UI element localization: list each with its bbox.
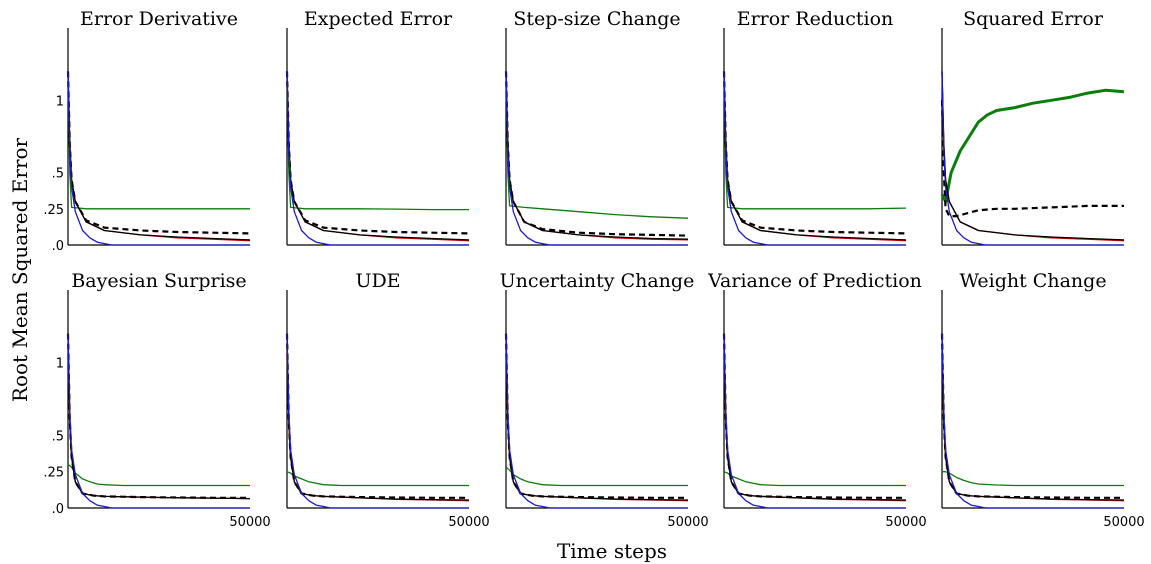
series-line-green: [67, 463, 250, 487]
series-line-red: [723, 71, 907, 242]
series-line-green: [940, 88, 1125, 204]
y-tick-label: .25: [43, 203, 64, 218]
x-tick-label: 50000: [885, 515, 926, 530]
series-line-black: [723, 333, 907, 501]
series-line-blue: [67, 71, 250, 246]
series-line-blue: [67, 333, 250, 509]
series-line-red: [286, 71, 470, 242]
series-line-black-dashed: [722, 333, 906, 499]
panel-title: Error Reduction: [737, 8, 894, 30]
series-line-black: [505, 333, 689, 501]
panel-title: Bayesian Surprise: [71, 270, 246, 292]
y-tick-label: .0: [52, 239, 64, 254]
series-line-red: [723, 333, 907, 502]
series-line-blue: [505, 333, 688, 509]
series-line-green: [505, 466, 688, 487]
series-line-blue: [723, 333, 906, 509]
x-axis-title: Time steps: [557, 539, 667, 563]
series-line-black-dashed: [940, 100, 1124, 218]
series-line-black-dashed: [940, 333, 1124, 499]
series-line-red: [941, 71, 1125, 242]
series-line-black: [505, 71, 689, 240]
panel-title: Variance of Prediction: [707, 270, 922, 292]
series-line-green: [723, 71, 907, 210]
x-tick-label: 50000: [448, 515, 489, 530]
x-tick-label: 50000: [1103, 515, 1144, 530]
panel-title: UDE: [355, 270, 400, 292]
x-tick-label: 50000: [229, 515, 270, 530]
panel: UDE 50000: [285, 270, 490, 530]
panel: Variance of Prediction 50000: [707, 270, 927, 530]
panel: Error Reduction: [722, 8, 907, 246]
y-tick-label: .5: [52, 429, 64, 444]
series-line-blue: [941, 71, 1124, 246]
panel: Step-size Change: [504, 8, 689, 246]
panel: Expected Error: [285, 8, 470, 246]
series-line-black-dashed: [66, 333, 250, 499]
series-line-blue: [723, 71, 906, 246]
series-line-green: [286, 71, 469, 211]
x-tick-label: 50000: [667, 515, 708, 530]
series-line-black: [67, 71, 251, 241]
panel: Error Derivative .0 .25 .5 1: [43, 8, 251, 254]
series-line-red: [67, 333, 251, 500]
panel-title: Uncertainty Change: [500, 270, 695, 292]
y-tick-label: 1: [56, 94, 64, 109]
series-line-blue: [286, 333, 469, 509]
series-line-green: [723, 471, 906, 487]
y-axis-title: Root Mean Squared Error: [8, 137, 32, 402]
series-line-green: [505, 71, 689, 219]
series-line-red: [941, 333, 1125, 502]
y-tick-label: .5: [52, 167, 64, 182]
series-line-black-dashed: [285, 333, 469, 499]
series-line-red: [286, 333, 470, 502]
panel-title: Squared Error: [963, 8, 1104, 30]
series-line-red: [67, 71, 251, 242]
panel-title: Step-size Change: [513, 8, 680, 30]
series-line-black: [286, 333, 470, 501]
panel: Weight Change 50000: [940, 270, 1145, 530]
series-line-black: [941, 71, 1125, 241]
panel-title: Expected Error: [304, 8, 453, 30]
panel-title: Weight Change: [959, 270, 1106, 292]
y-tick-label: 1: [56, 357, 64, 372]
y-tick-label: .0: [52, 502, 64, 517]
series-line-black: [723, 71, 907, 241]
panels-group: Error Derivative .0 .25 .5 1 Expected Error St…: [43, 8, 1144, 530]
series-line-black: [286, 71, 470, 241]
series-line-green: [67, 71, 250, 210]
series-line-green: [286, 471, 469, 487]
series-line-blue: [941, 333, 1124, 509]
series-line-black-dashed: [504, 333, 688, 499]
panel: Bayesian Surprise .0 .25 .5 1 50000: [43, 270, 270, 530]
y-tick-label: .25: [43, 466, 64, 481]
series-line-red: [505, 333, 689, 502]
panel: Uncertainty Change 50000: [500, 270, 709, 530]
series-line-black: [67, 333, 251, 500]
series-line-black: [941, 333, 1125, 501]
series-line-blue: [505, 71, 688, 246]
panel: Squared Error: [940, 8, 1125, 246]
series-line-blue: [286, 71, 469, 246]
series-line-green: [942, 471, 1124, 487]
panel-title: Error Derivative: [80, 8, 238, 30]
series-line-black-dashed: [504, 71, 689, 237]
series-line-red: [505, 71, 689, 241]
